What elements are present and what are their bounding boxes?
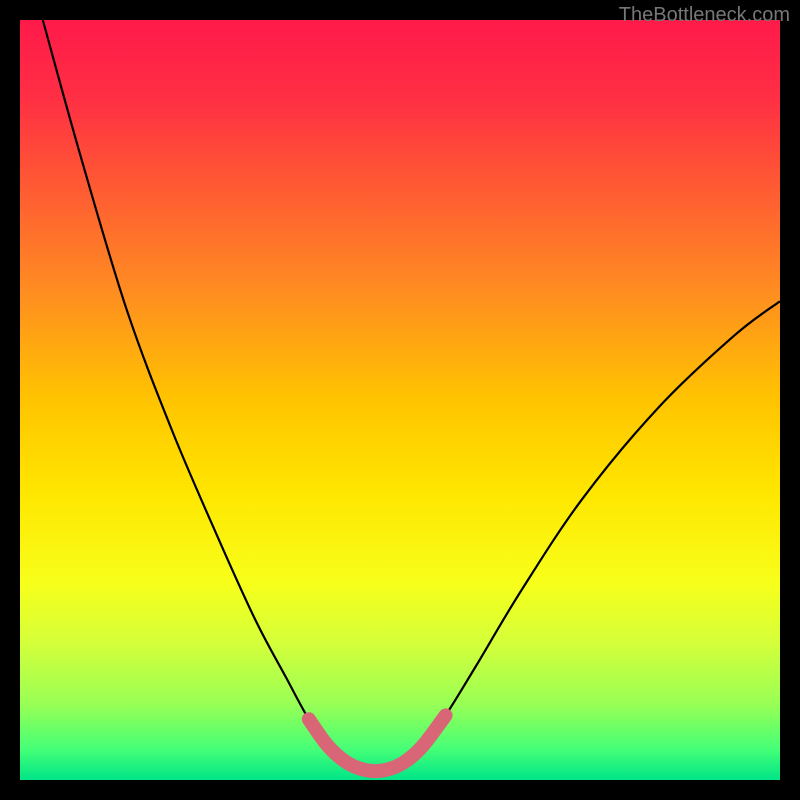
chart-container: TheBottleneck.com bbox=[0, 0, 800, 800]
chart-svg bbox=[0, 0, 800, 800]
watermark-text: TheBottleneck.com bbox=[619, 4, 790, 27]
